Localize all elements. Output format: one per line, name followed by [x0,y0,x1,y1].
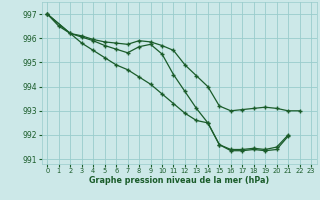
X-axis label: Graphe pression niveau de la mer (hPa): Graphe pression niveau de la mer (hPa) [89,176,269,185]
